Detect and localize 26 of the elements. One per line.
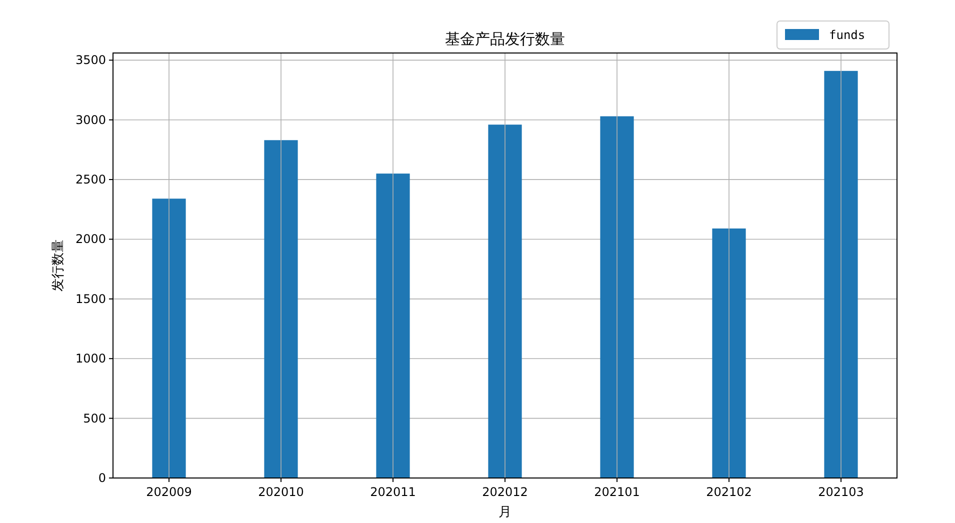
bar — [376, 174, 410, 478]
x-tick-label: 202009 — [146, 485, 192, 499]
x-tick-label: 202012 — [482, 485, 528, 499]
bar — [600, 116, 634, 478]
bar — [824, 70, 858, 478]
bar — [264, 140, 298, 478]
x-axis-title: 月 — [498, 505, 512, 520]
bar — [712, 228, 746, 478]
bar — [488, 124, 522, 478]
bar — [152, 198, 186, 478]
x-tick-label: 202010 — [258, 485, 304, 499]
chart-title: 基金产品发行数量 — [445, 30, 565, 48]
y-tick-label: 1000 — [75, 352, 106, 366]
x-tick-label: 202102 — [706, 485, 752, 499]
y-tick-label: 2500 — [75, 172, 106, 187]
y-tick-label: 2000 — [75, 232, 106, 246]
x-tick-label: 202103 — [818, 485, 864, 499]
x-tick-label: 202101 — [594, 485, 640, 499]
y-tick-label: 0 — [98, 471, 106, 485]
y-tick-label: 3500 — [75, 53, 106, 68]
legend-label: funds — [829, 28, 866, 42]
y-axis-title: 发行数量 — [51, 240, 66, 292]
y-tick-label: 1500 — [75, 292, 106, 306]
y-tick-label: 500 — [83, 411, 106, 426]
x-tick-label: 202011 — [370, 485, 416, 499]
y-tick-label: 3000 — [75, 112, 106, 127]
